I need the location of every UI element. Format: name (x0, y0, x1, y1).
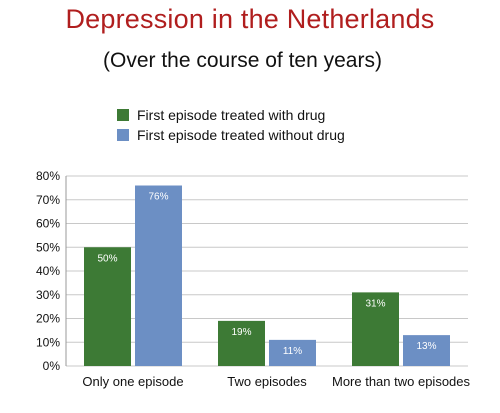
data-label: 76% (148, 192, 168, 203)
legend-item-no-drug: First episode treated without drug (117, 125, 345, 145)
y-tick-label: 70% (36, 193, 60, 207)
bar (84, 247, 131, 366)
x-category-label: More than two episodes (332, 374, 471, 389)
legend-swatch-no-drug (117, 129, 129, 141)
bar (135, 185, 182, 366)
data-label: 50% (97, 253, 117, 264)
legend-label-no-drug: First episode treated without drug (137, 127, 345, 143)
y-tick-label: 20% (36, 312, 60, 326)
bar (269, 339, 316, 366)
y-tick-label: 10% (36, 335, 60, 349)
y-tick-label: 40% (36, 264, 60, 278)
bar (403, 335, 450, 366)
x-category-label: Two episodes (227, 374, 307, 389)
chart-subtitle: (Over the course of ten years) (103, 49, 382, 72)
legend-item-drug: First episode treated with drug (117, 105, 345, 125)
x-category-label: Only one episode (82, 374, 183, 389)
y-tick-label: 30% (36, 288, 60, 302)
data-label: 19% (231, 327, 251, 338)
y-tick-label: 60% (36, 217, 60, 231)
data-label: 31% (365, 298, 385, 309)
chart-title: Depression in the Netherlands (65, 4, 435, 34)
legend-swatch-drug (117, 109, 129, 121)
data-label: 11% (283, 346, 302, 357)
y-tick-label: 80% (36, 169, 60, 183)
y-tick-label: 50% (36, 240, 60, 254)
legend: First episode treated with drug First ep… (117, 105, 345, 145)
y-tick-label: 0% (43, 359, 61, 373)
legend-label-drug: First episode treated with drug (137, 107, 326, 123)
bar (218, 320, 265, 366)
bar (352, 292, 399, 366)
data-label: 13% (416, 341, 436, 352)
